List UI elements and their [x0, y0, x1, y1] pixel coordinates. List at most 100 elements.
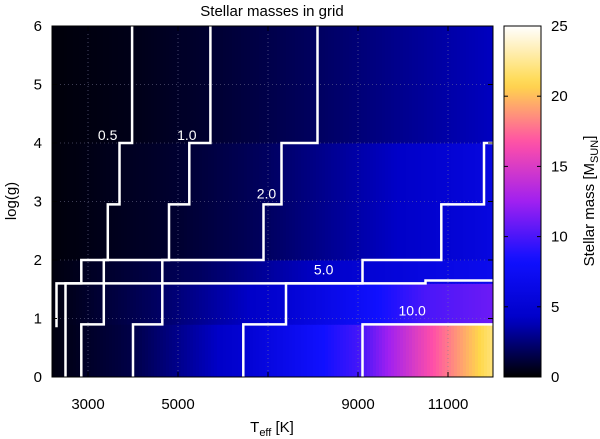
heat-cell: [304, 260, 308, 284]
heat-cell: [277, 260, 281, 284]
heat-cell: [76, 143, 80, 261]
heat-cell: [322, 143, 326, 261]
heat-cell: [178, 283, 182, 325]
heat-cell: [373, 143, 377, 261]
heat-cell: [196, 324, 200, 377]
heat-cell: [202, 260, 206, 284]
heat-cell: [286, 26, 290, 144]
heat-cell: [244, 283, 248, 325]
heat-cell: [337, 324, 341, 377]
heat-cell: [193, 324, 197, 377]
heat-cell: [97, 26, 101, 144]
heat-cell: [328, 283, 332, 325]
heat-cell: [220, 260, 224, 284]
heat-cell: [370, 324, 374, 377]
heat-cell: [226, 283, 230, 325]
heat-cell: [124, 26, 128, 144]
heat-cell: [232, 283, 236, 325]
heat-cell: [277, 143, 281, 261]
heat-cell: [316, 283, 320, 325]
heat-cell: [166, 143, 170, 261]
heat-cell: [64, 26, 68, 144]
heat-cell: [151, 283, 155, 325]
heat-cell: [469, 260, 473, 284]
heat-cell: [124, 143, 128, 261]
heat-cell: [274, 26, 278, 144]
heat-cell: [355, 324, 359, 377]
heat-cell: [82, 260, 86, 284]
heat-cell: [469, 283, 473, 325]
heat-cell: [490, 283, 493, 325]
heat-cell: [262, 260, 266, 284]
heat-cell: [178, 26, 182, 144]
heat-cell: [172, 143, 176, 261]
heat-cell: [349, 26, 353, 144]
heat-cell: [436, 324, 440, 377]
heat-cell: [481, 283, 485, 325]
heat-cell: [259, 324, 263, 377]
contour-label: 1.0: [177, 127, 197, 143]
heat-cell: [196, 143, 200, 261]
heat-cell: [136, 324, 140, 377]
heat-cell: [196, 283, 200, 325]
heat-cell: [103, 324, 107, 377]
heat-cell: [229, 283, 233, 325]
heat-cell: [241, 26, 245, 144]
heat-cell: [319, 324, 323, 377]
y-tick-label: 4: [34, 135, 42, 152]
heat-cell: [370, 283, 374, 325]
heat-cell: [91, 324, 95, 377]
heat-cell: [289, 143, 293, 261]
heat-cell: [319, 260, 323, 284]
heat-cell: [238, 324, 242, 377]
heat-cell: [454, 260, 458, 284]
heat-cell: [409, 143, 413, 261]
heat-cell: [469, 324, 473, 377]
heat-cell: [436, 26, 440, 144]
heat-cell: [217, 324, 221, 377]
y-tick-label: 3: [34, 194, 42, 211]
heat-cell: [388, 26, 392, 144]
heat-cell: [76, 283, 80, 325]
heat-cell: [400, 283, 404, 325]
heat-cell: [412, 143, 416, 261]
heat-cell: [121, 26, 125, 144]
heat-cell: [325, 324, 329, 377]
heat-cell: [196, 260, 200, 284]
heat-cell: [445, 143, 449, 261]
heat-cell: [142, 26, 146, 144]
heat-cell: [244, 26, 248, 144]
heat-cell: [142, 324, 146, 377]
heat-cell: [376, 324, 380, 377]
heat-cell: [250, 26, 254, 144]
heat-cell: [424, 260, 428, 284]
heat-cell: [352, 26, 356, 144]
heat-cell: [367, 324, 371, 377]
heat-cell: [172, 283, 176, 325]
heat-cell: [376, 143, 380, 261]
heat-cell: [397, 143, 401, 261]
heat-cell: [418, 283, 422, 325]
heat-cell: [358, 260, 362, 284]
heat-cell: [253, 260, 257, 284]
heat-cell: [82, 324, 86, 377]
heat-cell: [238, 143, 242, 261]
heat-cell: [334, 143, 338, 261]
heat-cell: [397, 324, 401, 377]
heat-cell: [190, 260, 194, 284]
heat-cell: [355, 283, 359, 325]
contour-label: 2.0: [257, 186, 277, 202]
heat-cell: [238, 26, 242, 144]
heat-cell: [448, 324, 452, 377]
heat-cell: [355, 260, 359, 284]
heat-cell: [379, 283, 383, 325]
heat-cell: [331, 324, 335, 377]
heat-cell: [127, 324, 131, 377]
heat-cell: [262, 283, 266, 325]
heat-cell: [112, 260, 116, 284]
heat-cell: [331, 260, 335, 284]
heat-cell: [403, 324, 407, 377]
heat-cell: [412, 283, 416, 325]
heat-cell: [217, 143, 221, 261]
heat-cell: [112, 283, 116, 325]
